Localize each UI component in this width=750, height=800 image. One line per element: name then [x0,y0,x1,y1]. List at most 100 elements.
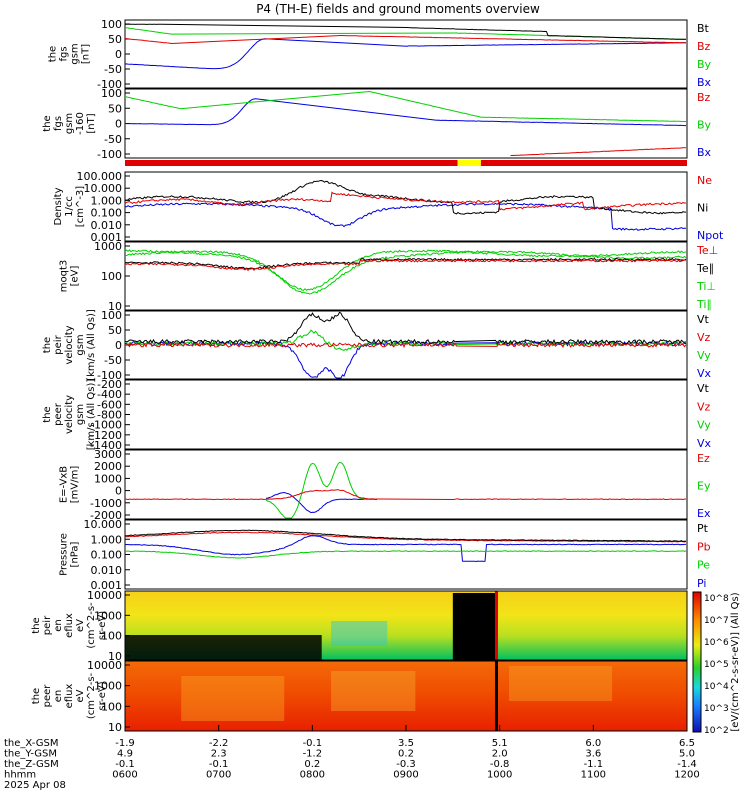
legend-Te∥: Te∥ [696,262,714,275]
series-Te∥ [124,257,687,270]
series-Vx [124,340,687,379]
heatmap-stripe [494,661,498,731]
panel-frame [124,519,688,590]
x-row-value: -1.1 [584,759,604,770]
y-axis-label-line: peir [42,615,53,635]
y-axis-label: E=-VxB [mV/m] [59,466,81,504]
legend-Pb: Pb [697,540,711,553]
y-tick-label: -50 [104,133,122,146]
series-Te⊥ [124,259,686,272]
y-tick-label: 1000 [94,609,122,622]
series-Vz [124,342,687,349]
y-tick-label: 50 [108,324,122,337]
y-tick-label: 2000 [94,460,122,473]
legend-Pt: Pt [697,522,709,535]
y-tick-label: -1200 [90,429,122,442]
legend-Pi: Pi [697,577,706,590]
y-axis-label-line: eflux [64,684,75,709]
mode-bar [125,160,687,166]
y-tick-label: 0 [115,485,122,498]
y-axis-label: the fgs gsm [nT] [48,43,92,64]
y-axis-label-line: E=-VxB [59,466,70,503]
y-tick-label: 100 [101,700,122,713]
y-tick-label: -1000 [90,497,122,510]
y-axis-label-line: (cm^2-s- [86,602,97,649]
legend-Vy: Vy [697,349,711,362]
mode-bar-segment [457,160,481,166]
legend-Ni: Ni [697,202,708,215]
legend-Vt: Vt [697,382,710,395]
series-Ni [125,179,686,215]
y-axis-label-line: [nT] [81,44,92,64]
y-axis-label-line: [km/s (All Qs)] [86,309,97,381]
y-tick-label: 0.001 [91,231,123,244]
heatmap-low-counts [125,635,322,660]
x-row-value: 1100 [581,770,606,781]
panel-frame [124,590,688,661]
legend-Npot: Npot [697,229,724,242]
y-tick-label: 10 [108,721,122,734]
series-Pt [124,529,687,542]
heatmap-stripe [494,591,498,660]
colorbar-tick-label: 10^7 [704,616,729,626]
y-axis-label-line: en [53,690,64,703]
x-row-label: the_Z-GSM [4,759,59,770]
y-axis-label-line: the [42,115,53,131]
heatmap-field [125,661,687,731]
y-tick-label: -1400 [90,439,122,452]
y-tick-label: -400 [97,388,122,401]
y-tick-label: 0 [115,48,122,61]
series-By [124,27,686,40]
legend-Bz: Bz [697,40,711,53]
series-By [124,90,686,122]
y-axis-label-line: the [31,688,42,704]
y-axis-label-line: gsm [70,43,81,64]
y-tick-label: -50 [104,63,122,76]
y-tick-label: 0.100 [91,207,123,220]
y-tick-label: 0.100 [91,549,123,562]
legend-Bt: Bt [697,22,710,35]
x-row-value: -2.2 [209,738,229,749]
heatmap-patch [509,666,613,701]
legend-Te⊥: Te⊥ [696,244,718,257]
colorbar-tick-label: 10^4 [704,682,729,692]
y-axis-label-line: the [42,406,53,422]
colorbar-gradient [692,591,702,733]
series-Npot [124,202,687,231]
y-tick-label: 10.000 [84,182,123,195]
y-tick-label: 1.000 [91,194,123,207]
y-axis-label-line: sr-eV) [97,681,108,710]
y-axis-label-line: [cm^-3] [75,186,86,227]
y-axis-label-line: (cm^2-s- [86,672,97,719]
y-tick-label: -2000 [90,509,122,522]
y-axis-label: Pressure [nPa] [59,533,81,576]
y-tick-label: -100 [97,148,122,161]
y-axis-label-line: [eV] [70,266,81,287]
x-row-value: 0900 [393,770,418,781]
x-row-value: 3.5 [398,738,414,749]
series-Bx [124,98,686,127]
series-Bz [124,35,686,45]
y-axis-label: the peir en eflux eV (cm^2-s-sr-eV) [31,602,108,649]
y-axis-label: the fgs gsm -160 [nT] [42,112,97,135]
y-tick-label: -1000 [90,419,122,432]
legend-Ey: Ey [697,480,711,493]
panel-frame [124,449,688,520]
y-axis-label-line: eflux [64,613,75,638]
legend-Ez: Ez [697,452,710,465]
legend-Pe: Pe [697,559,710,572]
colorbar-tick-label: 10^5 [704,660,729,670]
x-row-label: the_Y-GSM [4,749,57,760]
y-tick-label: 3000 [94,448,122,461]
x-row-value: 0600 [112,770,137,781]
legend-Vx: Vx [697,437,712,450]
legend-By: By [697,58,712,71]
y-axis-label: the peer en eflux eV (cm^2-s-sr-eV) [31,672,108,719]
colorbar-tick-label: 10^3 [704,704,729,714]
series-Bt [124,23,686,40]
y-axis-label-line: gsm [75,404,86,425]
